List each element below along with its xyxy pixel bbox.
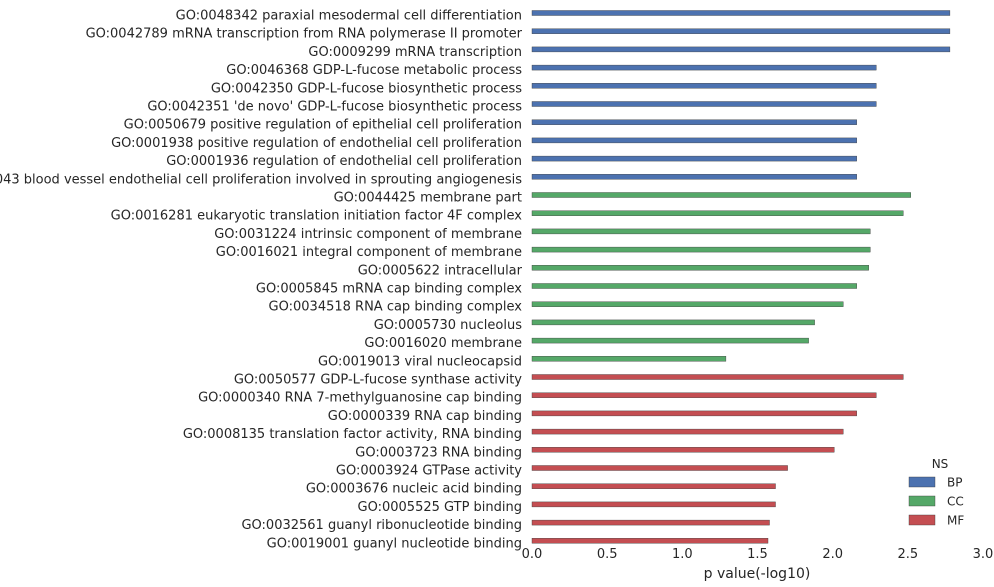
legend-title: NS: [932, 457, 949, 471]
bar-bp-1: [531, 28, 951, 34]
category-label: GO:0031224 intrinsic component of membra…: [214, 227, 522, 242]
bar-mf-29: [531, 538, 769, 544]
bar-mf-24: [531, 447, 835, 453]
category-label: GO:0005622 intracellular: [358, 263, 523, 278]
legend-label-mf: MF: [947, 514, 964, 528]
bar-bp-8: [531, 155, 857, 162]
bar-mf-21: [531, 392, 877, 398]
x-tick-label: 3.0: [973, 547, 994, 562]
bar-bp-4: [531, 83, 877, 89]
x-tick-label: 0.5: [597, 547, 618, 562]
bar-cc-13: [531, 246, 871, 253]
bar-cc-19: [531, 356, 727, 362]
category-label: GO:0046368 GDP-L-fucose metabolic proces…: [226, 63, 522, 78]
bar-mf-28: [531, 519, 770, 526]
bar-mf-23: [531, 428, 844, 435]
category-label: GO:0000339 RNA cap binding: [328, 409, 522, 424]
category-label: GO:0032561 guanyl ribonucleotide binding: [241, 518, 522, 533]
category-label: GO:0001938 positive regulation of endoth…: [111, 136, 522, 151]
bar-bp-2: [531, 46, 951, 53]
x-tick-label: 2.5: [897, 547, 918, 562]
category-label: GO:0008135 translation factor activity, …: [183, 427, 522, 442]
bar-bp-9: [531, 174, 857, 180]
legend-label-bp: BP: [947, 476, 962, 490]
bar-cc-15: [531, 283, 857, 289]
category-label: GO:0019001 guanyl nucleotide binding: [267, 536, 522, 551]
category-label: GO:0050679 positive regulation of epithe…: [124, 118, 522, 133]
x-tick-label: 2.0: [822, 547, 843, 562]
bar-cc-11: [531, 210, 904, 216]
category-label: GO:0042350 GDP-L-fucose biosynthetic pro…: [211, 81, 522, 96]
bar-mf-22: [531, 410, 857, 417]
category-label: GO:0042789 mRNA transcription from RNA p…: [86, 27, 523, 42]
category-label: GO:0000340 RNA 7-methylguanosine cap bin…: [198, 391, 522, 406]
legend-swatch-mf: [908, 514, 936, 526]
x-tick-label: 1.0: [672, 547, 693, 562]
category-label: GO:0003723 RNA binding: [355, 445, 522, 460]
bar-bp-0: [531, 10, 951, 16]
bar-bp-7: [531, 137, 857, 144]
legend-swatch-cc: [908, 495, 936, 507]
bar-cc-16: [531, 301, 844, 307]
category-label: GO:0005525 GTP binding: [358, 500, 522, 515]
bar-bp-3: [531, 64, 877, 71]
category-label: GO:0009299 mRNA transcription: [308, 45, 522, 60]
legend: NS BP CC MF: [908, 457, 964, 528]
bar-cc-10: [531, 192, 911, 198]
category-label: GO:0005730 nucleolus: [374, 318, 523, 333]
category-labels: GO:0048342 paraxial mesodermal cell diff…: [0, 9, 523, 552]
category-label: GO:0003924 GTPase activity: [336, 464, 522, 479]
x-axis-ticks: 0.0 0.5 1.0 1.5 2.0 2.5 3.0: [522, 547, 994, 562]
category-label: GO:0001936 regulation of endothelial cel…: [166, 154, 522, 169]
bar-mf-25: [531, 465, 788, 471]
bar-mf-20: [531, 374, 904, 380]
bar-bp-5: [531, 101, 877, 107]
category-label: GO:0003676 nucleic acid binding: [306, 482, 522, 497]
category-label: GO:0016020 membrane: [364, 336, 522, 351]
category-label: GO:0019013 viral nucleocapsid: [318, 354, 522, 369]
category-label: GO:0016281 eukaryotic translation initia…: [111, 209, 523, 224]
legend-label-cc: CC: [947, 495, 964, 509]
bar-mf-26: [531, 483, 776, 489]
bar-cc-14: [531, 265, 869, 271]
x-tick-label: 1.5: [747, 547, 768, 562]
bars-group: [531, 10, 951, 544]
x-tick-label: 0.0: [522, 547, 543, 562]
bar-mf-27: [531, 501, 776, 508]
bar-bp-6: [531, 119, 857, 125]
category-label: GO:0044425 membrane part: [334, 191, 522, 206]
category-label: GO:0002043 blood vessel endothelial cell…: [0, 172, 522, 187]
category-label: GO:0048342 paraxial mesodermal cell diff…: [176, 9, 522, 24]
category-label: GO:0005845 mRNA cap binding complex: [256, 282, 522, 297]
x-axis-label: p value(-log10): [704, 566, 811, 582]
category-label: GO:0042351 'de novo' GDP-L-fucose biosyn…: [147, 100, 522, 115]
bar-cc-18: [531, 337, 809, 344]
legend-swatch-bp: [908, 476, 936, 488]
category-label: GO:0016021 integral component of membran…: [216, 245, 522, 260]
category-label: GO:0034518 RNA cap binding complex: [269, 300, 523, 315]
category-label: GO:0050577 GDP-L-fucose synthase activit…: [234, 373, 522, 388]
bar-cc-12: [531, 228, 871, 235]
bar-cc-17: [531, 319, 815, 326]
